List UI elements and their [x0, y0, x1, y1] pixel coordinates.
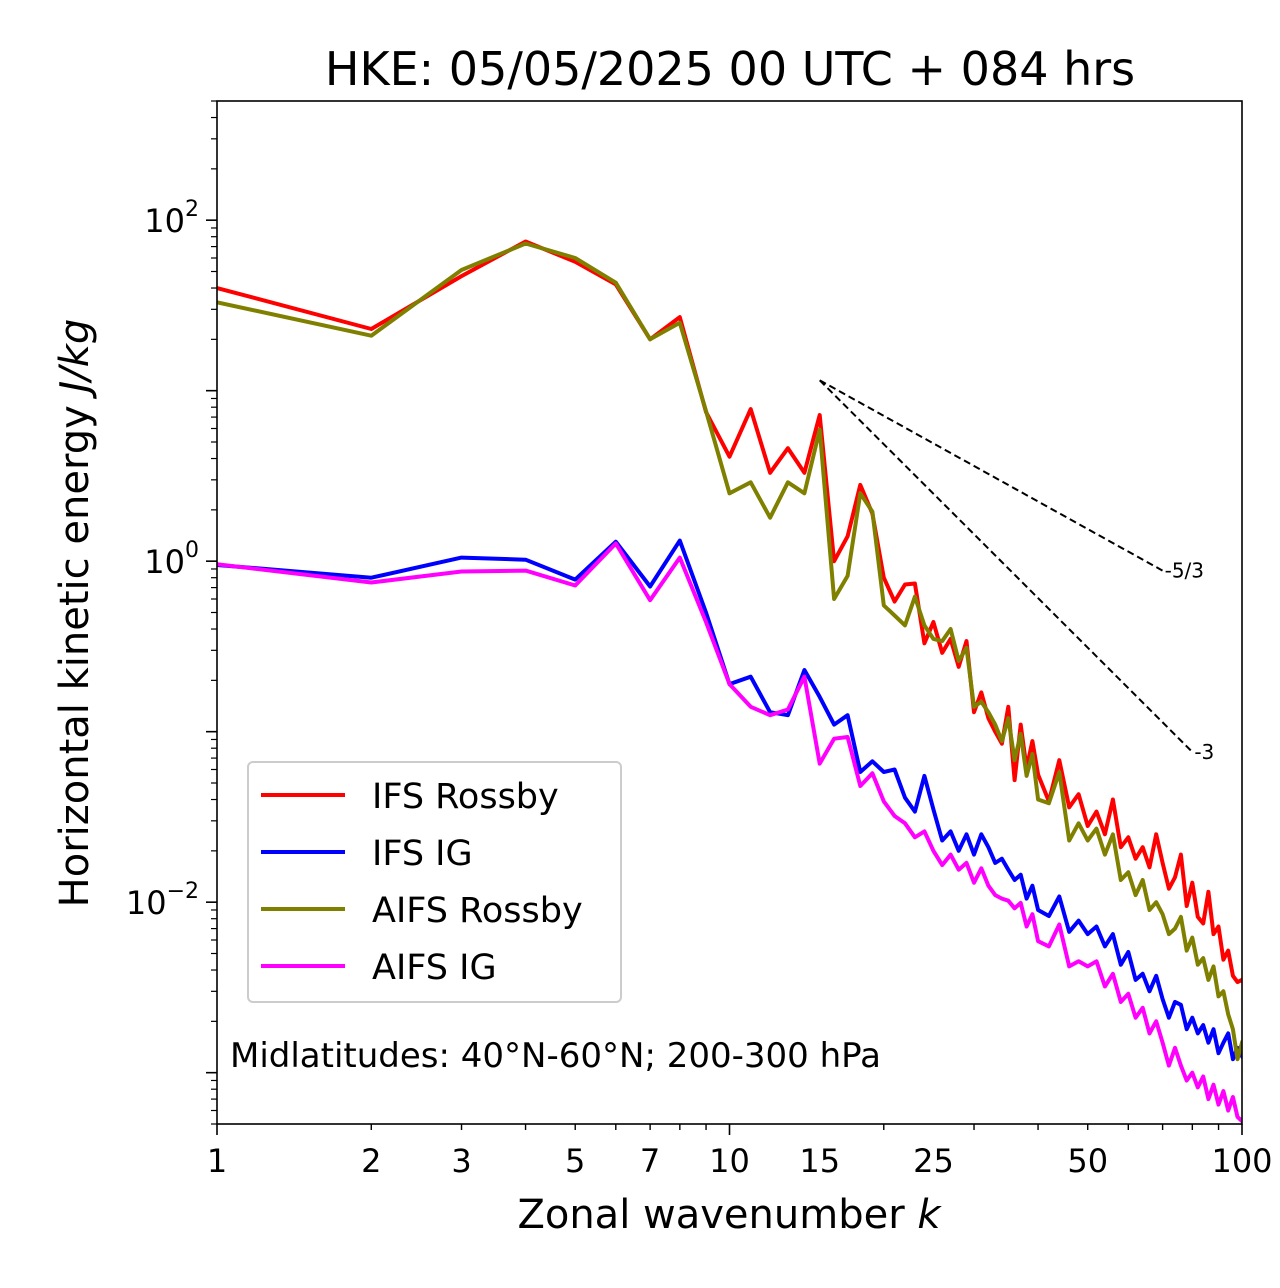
legend-label-2: AIFS Rossby: [372, 891, 583, 931]
reference-slopes: -5/3 -3: [819, 379, 1214, 764]
x-tick-label: 3: [451, 1142, 471, 1180]
legend-label-0: IFS Rossby: [372, 777, 559, 817]
y-axis: 10−2 100 102: [126, 100, 217, 1125]
x-tick-label: 10: [709, 1142, 750, 1180]
legend-label-1: IFS IG: [372, 834, 473, 874]
x-tick-label: 15: [799, 1142, 840, 1180]
x-axis: 1 2 3 5 7 10 15 25 50 100: [207, 1124, 1273, 1180]
x-tick-label: 50: [1067, 1142, 1108, 1180]
series-line-3: [217, 541, 1242, 1124]
x-tick-label: 1: [207, 1142, 227, 1180]
y-tick-label: 100: [144, 538, 199, 581]
y-axis-label: Horizontal kinetic energy J/kg: [52, 319, 98, 908]
series-layer: [217, 239, 1242, 1124]
x-tick-label: 25: [913, 1142, 954, 1180]
x-tick-label: 5: [565, 1142, 585, 1180]
y-tick-label: 10−2: [126, 879, 199, 922]
slope-label-0: -5/3: [1165, 559, 1204, 583]
x-tick-label: 100: [1211, 1142, 1272, 1180]
x-tick-label: 7: [640, 1142, 660, 1180]
series-line-2: [217, 241, 1242, 1062]
legend: IFS Rossby IFS IG AIFS Rossby AIFS IG: [247, 761, 622, 1003]
x-axis-label: Zonal wavenumber k: [517, 1192, 942, 1238]
chart-title: HKE: 05/05/2025 00 UTC + 084 hrs: [325, 42, 1135, 96]
y-tick-label: 102: [144, 197, 199, 240]
region-annotation: Midlatitudes: 40°N-60°N; 200-300 hPa: [230, 1036, 881, 1076]
slope-label-1: -3: [1194, 740, 1214, 764]
legend-box: [247, 761, 622, 1003]
x-tick-label: 2: [361, 1142, 381, 1180]
legend-label-3: AIFS IG: [372, 948, 497, 988]
